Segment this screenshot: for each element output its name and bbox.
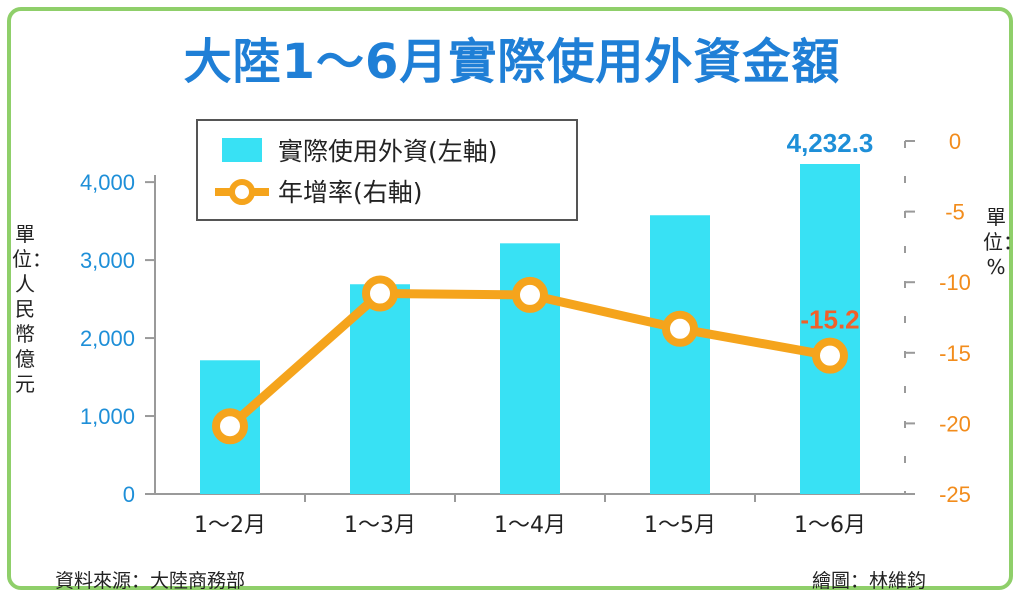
right-axis-tick-label: -20 [939, 411, 971, 436]
right-axis-tick-label: -15 [939, 341, 971, 366]
x-axis-category-label: 1～2月 [194, 513, 266, 538]
x-axis-category-label: 1～3月 [344, 513, 416, 538]
left-axis-tick-label: 0 [123, 482, 135, 507]
legend-box [196, 119, 578, 221]
growth-rate-point [512, 276, 548, 313]
x-axis-category-label: 1～6月 [794, 513, 866, 538]
bar [650, 215, 710, 494]
left-axis-tick-label: 2,000 [80, 326, 135, 351]
source-note: 資料來源：大陸商務部 [55, 570, 246, 592]
growth-rate-point [812, 337, 848, 374]
legend-line-label: 年增率(右軸) [278, 178, 423, 207]
growth-rate-point [662, 310, 698, 347]
x-axis-category-label: 1～5月 [644, 513, 716, 538]
left-axis-tick-label: 3,000 [80, 248, 135, 273]
legend-line-marker [229, 179, 255, 205]
line-data-label: -15.2 [800, 305, 859, 335]
legend-bar-swatch [222, 138, 262, 162]
bar-data-label: 4,232.3 [787, 128, 874, 158]
bar [800, 164, 860, 494]
right-axis-tick-label: -5 [945, 200, 965, 225]
right-axis-tick-label: -25 [939, 482, 971, 507]
credit-note: 繪圖：林維鈞 [812, 570, 927, 592]
bar [350, 284, 410, 494]
chart-title: 大陸1～6月實際使用外資金額 [183, 34, 841, 90]
x-axis-category-label: 1～4月 [494, 513, 566, 538]
right-axis-tick-label: 0 [949, 129, 961, 154]
left-axis-tick-label: 1,000 [80, 404, 135, 429]
legend-bar-label: 實際使用外資(左軸) [278, 137, 498, 166]
left-axis-tick-label: 4,000 [80, 170, 135, 195]
growth-rate-point [362, 275, 398, 312]
right-axis-tick-label: -10 [939, 270, 971, 295]
growth-rate-point [212, 408, 248, 445]
